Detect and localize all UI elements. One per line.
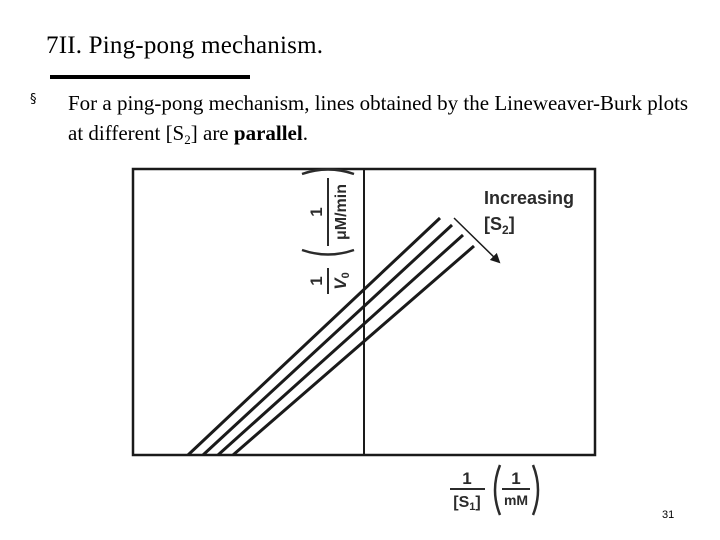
slide-title: 7II. Ping-pong mechanism. [46, 32, 324, 59]
bullet-text-part1: For a ping-pong mechanism, lines obtaine… [68, 91, 689, 145]
x-frac-den: [S1] [453, 494, 480, 513]
line-2 [201, 223, 454, 457]
y-frac-den: V0 [331, 272, 352, 289]
bullet-text-end: . [302, 121, 308, 145]
y-paren-left [301, 248, 355, 256]
bullet-text-bold: parallel [233, 121, 303, 145]
bullet-text: For a ping-pong mechanism, lines obtaine… [68, 88, 698, 148]
title-underline [50, 75, 250, 79]
x-unit-den: mM [504, 492, 528, 508]
annotation-increasing: Increasing [484, 188, 574, 208]
line-4 [232, 244, 475, 457]
x-axis-label: 1 [S1] 1 mM [450, 464, 540, 516]
x-frac-num: 1 [462, 469, 471, 488]
y-axis-label: 1 V0 1 μM/min [301, 168, 355, 294]
bullet-marker: § [30, 92, 37, 107]
y-unit-den: μM/min [333, 184, 350, 240]
x-unit-num: 1 [511, 469, 520, 488]
y-frac-num: 1 [307, 276, 326, 285]
parallel-lines [186, 216, 475, 457]
y-paren-right [301, 168, 355, 176]
bullet-text-part2: ] are [190, 121, 234, 145]
line-3 [216, 233, 465, 457]
line-1 [186, 216, 442, 457]
x-paren-left [493, 464, 502, 516]
y-unit-num: 1 [307, 207, 326, 216]
slide-number: 31 [662, 509, 675, 521]
bullet-text-subscript: 2 [184, 132, 191, 147]
x-paren-right [531, 464, 540, 516]
annotation-s2: [S2] [484, 214, 515, 237]
increasing-arrow [453, 217, 501, 264]
